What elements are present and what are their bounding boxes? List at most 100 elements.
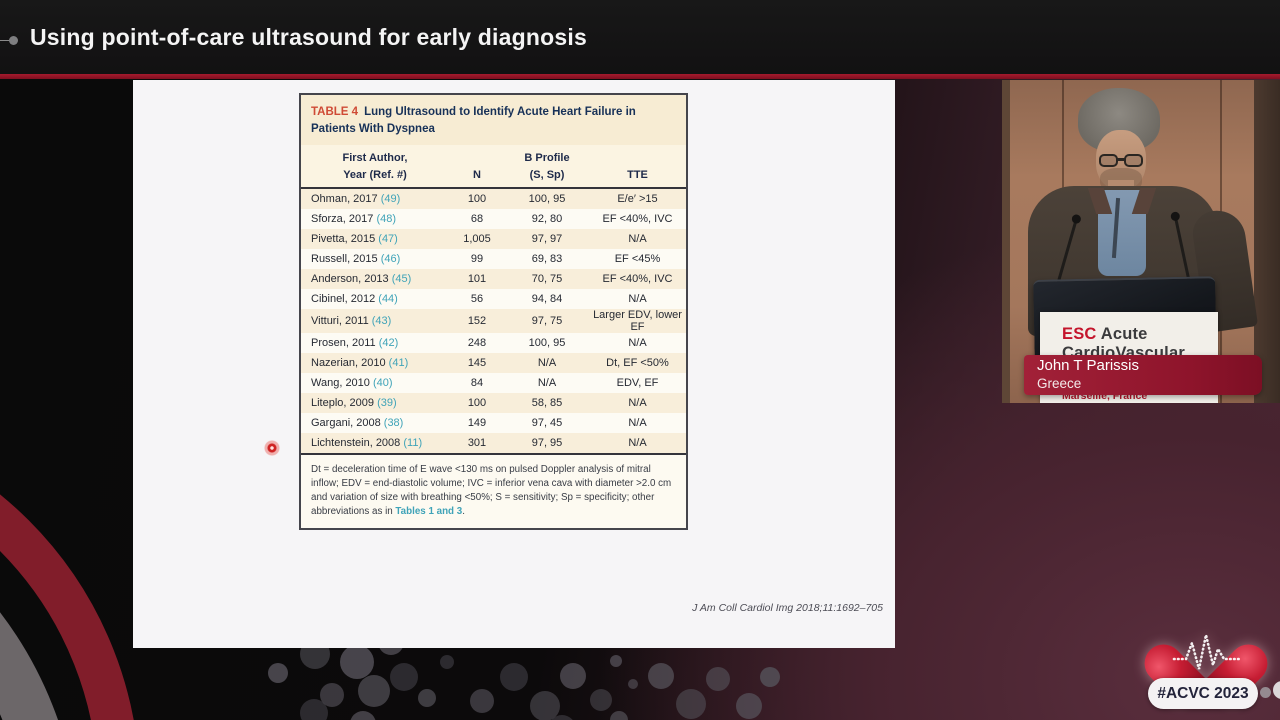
decor-dot [548, 715, 576, 720]
cell-tte: EDV, EF [616, 377, 659, 390]
page-title: Using point-of-care ultrasound for early… [30, 24, 587, 50]
study-author: Lichtenstein, 2008 [311, 437, 401, 450]
column-header-line: Year (Ref. #) [343, 168, 407, 181]
table-row: Anderson, 2013 (45) 101 70, 75 EF <40%, IVC [301, 269, 686, 290]
study-ref-number: (45) [391, 273, 412, 286]
table-row: Vitturi, 2011 (43) 152 97, 75 Larger EDV, l… [301, 309, 686, 334]
decor-dot [648, 663, 674, 689]
presentation-slide: TABLE 4 Lung Ultrasound to Identify Acute… [133, 80, 895, 648]
speaker-name-banner: John T Parissis Greece [1024, 355, 1262, 395]
cell-n: 149 [467, 417, 487, 430]
cell-n: 84 [470, 377, 484, 390]
table-row: Lichtenstein, 2008 (11) 301 97, 95 N/A [301, 433, 686, 454]
ecg-waveform-icon [1172, 634, 1242, 670]
cell-n: 68 [470, 213, 484, 226]
study-ref-number: (43) [371, 315, 392, 328]
decor-dot [706, 667, 730, 691]
wall-panel-edge [1254, 80, 1280, 403]
decor-dot [530, 691, 560, 720]
study-ref-number: (11) [403, 437, 423, 450]
glasses-lens [1099, 154, 1118, 167]
table-label: TABLE 4 [311, 106, 359, 118]
cell-bprofile: 69, 83 [531, 253, 563, 266]
cell-bprofile: 94, 84 [531, 293, 563, 306]
decor-dot [300, 699, 328, 720]
cell-bprofile: 100, 95 [528, 337, 566, 350]
decor-dot [268, 663, 288, 683]
cell-author: Cibinel, 2012 (44) [301, 289, 449, 309]
red-divider [0, 74, 1280, 79]
speaker-country: Greece [1037, 375, 1082, 391]
cell-author: Gargani, 2008 (38) [301, 413, 449, 433]
table-row: Nazerian, 2010 (41) 145 N/A Dt, EF <50% [301, 353, 686, 374]
study-ref-number: (38) [383, 417, 404, 430]
decor-dot [676, 689, 706, 719]
column-header-line: (S, Sp) [529, 168, 565, 181]
column-header-line: TTE [627, 168, 648, 181]
decor-dot [500, 663, 528, 691]
table-header-row: First Author, Year (Ref. #) N B Profile … [301, 145, 686, 190]
cell-tte: N/A [628, 337, 647, 350]
study-author: Sforza, 2017 [311, 213, 374, 226]
column-header-bprofile: B Profile (S, Sp) [505, 150, 589, 183]
cell-n: 101 [467, 273, 487, 286]
cell-tte: EF <40%, IVC [602, 273, 673, 286]
cell-tte: N/A [628, 233, 647, 246]
decor-dot [736, 693, 762, 719]
study-ref-number: (39) [377, 397, 397, 410]
sign-acute-text: Acute [1096, 325, 1148, 343]
study-author: Pivetta, 2015 [311, 233, 376, 246]
table-footnote: Dt = deceleration time of E wave <130 ms… [301, 453, 686, 528]
cell-author: Sforza, 2017 (48) [301, 209, 449, 229]
decor-dot [610, 655, 622, 667]
study-ref-number: (48) [376, 213, 396, 226]
study-table: TABLE 4 Lung Ultrasound to Identify Acute… [299, 93, 688, 530]
decor-dot [560, 663, 586, 689]
cell-bprofile: 97, 45 [531, 417, 563, 430]
hashtag-badge: #ACVC 2023 [1148, 678, 1258, 709]
cell-n: 1,005 [463, 233, 491, 246]
decor-dot [628, 679, 638, 689]
title-bar: Using point-of-care ultrasound for early… [0, 0, 1280, 74]
study-author: Russell, 2015 [311, 253, 378, 266]
table-row: Ohman, 2017 (49) 100 100, 95 E/e′ >15 [301, 189, 686, 210]
cell-tte: E/e′ >15 [617, 193, 658, 206]
table-row: Wang, 2010 (40) 84 N/A EDV, EF [301, 373, 686, 394]
cell-bprofile: 100, 95 [528, 193, 566, 206]
cell-tte: N/A [628, 397, 647, 410]
cell-n: 152 [467, 315, 487, 328]
glasses-lens [1124, 154, 1143, 167]
study-ref-number: (40) [372, 377, 393, 390]
study-author: Gargani, 2008 [311, 417, 381, 430]
column-header-author: First Author, Year (Ref. #) [301, 150, 449, 183]
bullet-dot-icon [9, 36, 18, 45]
table-row: Gargani, 2008 (38) 149 97, 45 N/A [301, 413, 686, 434]
cell-tte: Larger EDV, lower EF [593, 309, 682, 334]
cell-author: Ohman, 2017 (49) [301, 189, 449, 209]
decor-dot [418, 689, 436, 707]
cell-author: Liteplo, 2009 (39) [301, 393, 449, 413]
table-row: Liteplo, 2009 (39) 100 58, 85 N/A [301, 393, 686, 414]
cell-tte: N/A [628, 293, 647, 306]
cell-tte: N/A [628, 437, 647, 450]
cell-bprofile: 70, 75 [531, 273, 563, 286]
cell-author: Anderson, 2013 (45) [301, 269, 449, 289]
cell-bprofile: N/A [537, 377, 557, 390]
decor-dot [440, 655, 454, 669]
table-row: Pivetta, 2015 (47) 1,005 97, 97 N/A [301, 229, 686, 250]
decor-dot [320, 683, 344, 707]
study-author: Wang, 2010 [311, 377, 370, 390]
cell-n: 100 [467, 397, 487, 410]
study-ref-number: (41) [388, 357, 409, 370]
study-ref-number: (44) [378, 293, 398, 306]
study-author: Anderson, 2013 [311, 273, 389, 286]
column-header-tte: TTE [589, 150, 686, 183]
footnote-period: . [462, 506, 465, 518]
cell-author: Nazerian, 2010 (41) [301, 353, 449, 373]
table-title: TABLE 4 Lung Ultrasound to Identify Acute… [301, 95, 686, 146]
cell-n: 99 [470, 253, 484, 266]
decor-dot [590, 689, 612, 711]
cell-n: 56 [470, 293, 484, 306]
cell-author: Russell, 2015 (46) [301, 249, 449, 269]
title-decoration-line [0, 40, 13, 41]
